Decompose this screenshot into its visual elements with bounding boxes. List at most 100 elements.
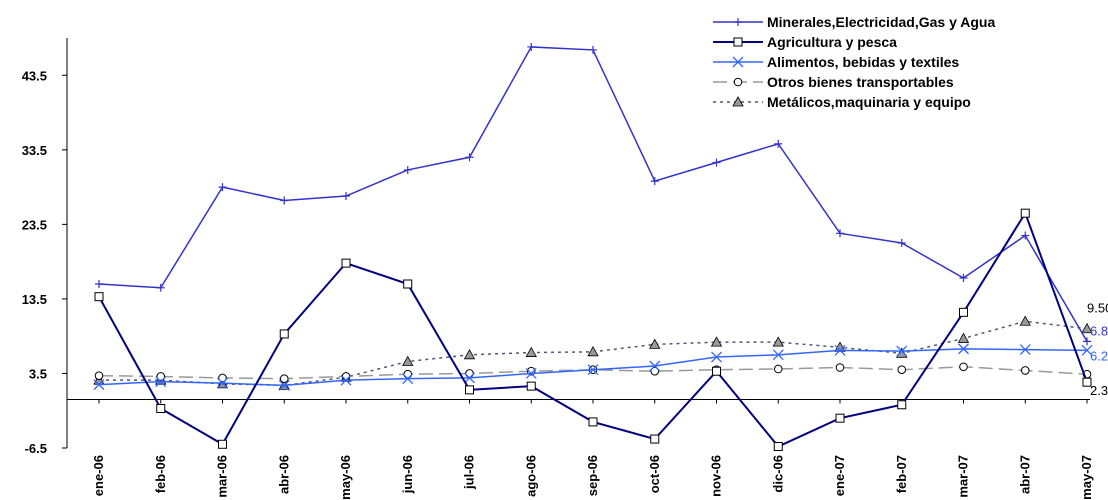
- data-point: [772, 349, 784, 361]
- data-point: [958, 343, 969, 355]
- x-tick-label: sep-06: [585, 455, 600, 496]
- data-point: [835, 413, 845, 423]
- data-point: [587, 364, 599, 376]
- data-point: [772, 336, 784, 347]
- data-point: [155, 376, 167, 388]
- data-point: [773, 364, 783, 374]
- data-point: [896, 347, 908, 358]
- data-point: [403, 165, 412, 174]
- legend-label: Otros bienes transportables: [767, 74, 954, 90]
- y-tick-label: -6.5: [25, 441, 47, 456]
- data-point: [402, 355, 414, 366]
- data-point: [279, 329, 289, 339]
- data-point: [897, 400, 907, 410]
- data-point: [1019, 315, 1031, 326]
- legend-marker: [733, 37, 743, 47]
- y-tick-label: 13.5: [22, 292, 47, 307]
- legend-marker: [734, 18, 742, 26]
- data-point: [280, 196, 289, 205]
- data-point: [959, 274, 968, 283]
- data-point: [156, 403, 166, 413]
- data-point: [649, 338, 661, 349]
- data-point: [959, 307, 968, 317]
- x-tick-label: mar-06: [215, 455, 230, 498]
- data-point: [1082, 377, 1092, 387]
- legend-label: Agricultura y pesca: [767, 34, 897, 50]
- data-point: [1081, 322, 1093, 334]
- data-point: [526, 381, 536, 391]
- legend-label: Metálicos,maquinaria y equipo: [767, 94, 971, 110]
- data-point: [897, 365, 907, 375]
- data-point: [957, 332, 970, 343]
- data-point: [464, 372, 475, 384]
- data-point: [959, 362, 968, 372]
- data-point: [834, 341, 846, 352]
- plot-area: -6.5 3.5 13.5 23.5 33.5 43.5 ene-06 feb-06 mar-0…: [22, 38, 1108, 500]
- data-point: [402, 373, 414, 385]
- data-point: [835, 363, 845, 372]
- data-point: [710, 336, 723, 347]
- y-tick-label: 33.5: [22, 143, 47, 158]
- data-point: [465, 153, 474, 162]
- data-point: [1020, 366, 1030, 375]
- legend-item-2: Agricultura y pesca: [713, 34, 897, 50]
- x-tick-label: feb-06: [153, 455, 168, 493]
- data-point: [95, 280, 103, 288]
- legend-label: Minerales,Electricidad,Gas y Agua: [767, 14, 995, 30]
- x-tick-label: may-07: [1079, 455, 1094, 500]
- data-point: [774, 139, 783, 148]
- data-label: 6.20: [1090, 348, 1108, 363]
- data-point: [712, 366, 721, 376]
- data-point: [897, 239, 906, 247]
- legend-item-4: Otros bienes transportables: [713, 74, 954, 90]
- legend-item-5: Metálicos,maquinaria y equipo: [713, 94, 971, 110]
- x-tick-label: feb-07: [894, 455, 909, 493]
- x-tick-label: mar-07: [956, 455, 971, 498]
- legend-label: Alimentos, bebidas y textiles: [767, 54, 959, 70]
- data-point: [650, 177, 659, 186]
- data-point: [340, 374, 352, 386]
- data-point: [773, 442, 783, 452]
- data-point: [278, 379, 290, 391]
- series-2: [94, 208, 1092, 452]
- series-line: [98, 365, 1088, 380]
- data-point: [156, 283, 165, 292]
- data-point: [650, 366, 660, 376]
- series-4: [94, 362, 1092, 383]
- data-point: [896, 345, 908, 357]
- data-label: 9.50: [1087, 301, 1108, 316]
- series-3: [93, 343, 1093, 391]
- legend-item-1: Minerales,Electricidad,Gas y Agua: [713, 14, 995, 30]
- data-point: [1081, 344, 1093, 356]
- data-point: [525, 346, 537, 357]
- data-point: [94, 371, 104, 380]
- data-point: [1021, 231, 1030, 240]
- data-point: [588, 417, 598, 427]
- x-tick-label: abr-06: [276, 455, 291, 494]
- data-point: [1019, 344, 1031, 356]
- data-point: [836, 229, 844, 238]
- x-tick-label: ago-06: [523, 455, 538, 497]
- data-point: [156, 372, 166, 381]
- legend-marker: [733, 77, 743, 87]
- data-point: [94, 292, 104, 302]
- x-tick-label: ene-07: [832, 455, 847, 496]
- data-point: [218, 439, 227, 449]
- x-tick-label: abr-07: [1017, 455, 1032, 494]
- data-point: [1020, 208, 1030, 218]
- data-point: [527, 42, 536, 51]
- data-point: [218, 373, 227, 383]
- y-tick-label: 3.5: [29, 366, 47, 381]
- data-point: [403, 279, 413, 289]
- x-tick-label: jul-06: [462, 455, 477, 490]
- legend-marker: [732, 96, 744, 107]
- data-point: [525, 367, 537, 379]
- data-point: [587, 346, 599, 357]
- series-line: [98, 46, 1088, 342]
- data-point: [463, 348, 476, 360]
- data-point: [217, 377, 228, 389]
- data-label: 2.33: [1090, 383, 1108, 398]
- data-point: [834, 344, 846, 356]
- x-tick-label: may-06: [338, 455, 353, 500]
